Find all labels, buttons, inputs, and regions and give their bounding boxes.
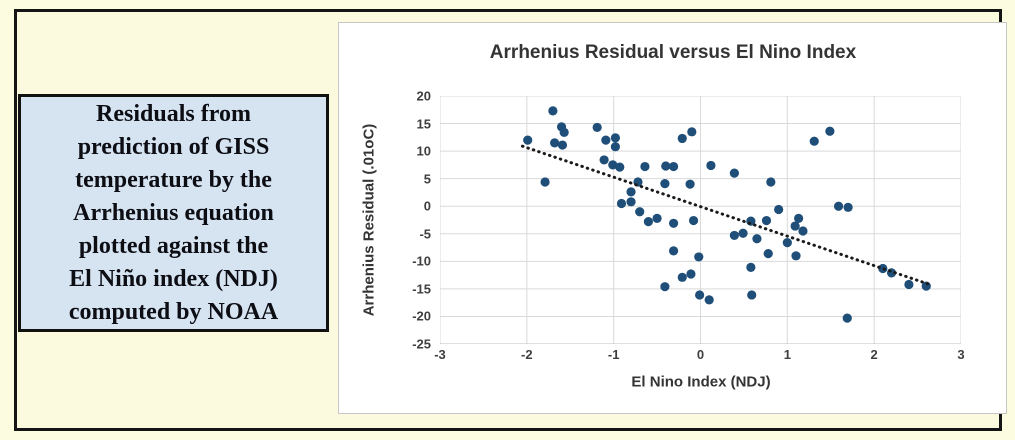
data-point: [842, 313, 852, 323]
x-tick-label: -2: [521, 347, 533, 362]
data-point: [677, 272, 687, 282]
x-axis-title: El Nino Index (NDJ): [631, 373, 771, 391]
data-point: [660, 179, 670, 189]
x-tick-label: -3: [434, 347, 446, 362]
data-point: [904, 279, 914, 290]
y-tick-label: -20: [412, 308, 431, 324]
data-point: [746, 262, 756, 272]
data-point: [616, 198, 627, 209]
data-point: [685, 179, 695, 189]
data-point: [557, 140, 568, 150]
data-point: [791, 251, 801, 261]
caption-line: temperature by the: [75, 166, 272, 193]
data-point: [706, 160, 716, 171]
y-tick-label: -5: [419, 226, 431, 242]
caption-line: plotted against the: [78, 232, 269, 259]
data-point: [652, 213, 662, 223]
caption-text: Residuals from prediction of GISS temperat…: [21, 98, 326, 329]
caption-line: computed by NOAA: [68, 298, 279, 325]
data-point: [729, 168, 739, 178]
data-point: [559, 127, 569, 137]
data-point: [763, 249, 773, 259]
data-point: [747, 290, 757, 300]
data-point: [752, 234, 762, 244]
data-point: [833, 201, 844, 211]
y-tick-label: -10: [412, 253, 431, 269]
x-tick-label: 0: [696, 347, 705, 362]
data-point: [843, 202, 853, 212]
data-point: [601, 135, 611, 145]
data-point: [790, 221, 800, 231]
data-point: [668, 218, 679, 228]
chart-title: Arrhenius Residual versus El Nino Index: [489, 42, 857, 63]
data-point: [766, 177, 776, 187]
data-point: [599, 155, 609, 165]
data-point: [668, 161, 679, 172]
data-point: [729, 230, 739, 241]
x-tick-label: 1: [783, 347, 791, 362]
data-point: [688, 215, 699, 226]
y-tick-label: 0: [423, 198, 431, 214]
trendline: [520, 144, 930, 286]
data-point: [635, 207, 645, 217]
data-point: [668, 246, 679, 256]
y-tick-label: 10: [416, 143, 431, 159]
caption-line: El Niño index (NDJ): [69, 265, 278, 292]
data-point: [523, 135, 533, 145]
data-point: [550, 138, 560, 148]
y-axis-title: Arrhenius Residual (.01oC): [360, 123, 378, 317]
data-point: [661, 161, 671, 171]
data-point: [626, 187, 636, 197]
caption-line: Arrhenius equation: [73, 199, 274, 226]
data-point: [738, 228, 748, 238]
data-point: [695, 290, 705, 300]
data-point: [660, 282, 670, 292]
scatter-plot-area: [440, 96, 961, 344]
data-point: [615, 162, 625, 172]
data-point: [540, 177, 550, 187]
y-tick-label: 20: [416, 88, 431, 104]
caption-line: Residuals from: [96, 100, 251, 127]
data-point: [610, 142, 621, 152]
data-point: [608, 160, 618, 170]
x-tick-label: 2: [870, 347, 878, 362]
y-tick-label: 5: [423, 171, 431, 187]
data-point: [809, 136, 819, 146]
y-tick-label: -15: [412, 281, 431, 297]
data-point: [761, 215, 772, 226]
caption-box: Residuals from prediction of GISS temperat…: [18, 94, 329, 332]
data-point: [704, 295, 714, 305]
caption-line: prediction of GISS: [77, 133, 270, 160]
data-point: [610, 133, 621, 143]
data-point: [694, 252, 704, 262]
data-point: [626, 197, 636, 207]
data-point: [548, 106, 558, 116]
y-tick-label: 15: [416, 116, 431, 132]
data-point: [794, 213, 804, 223]
data-point: [640, 161, 650, 172]
data-point: [592, 122, 602, 133]
x-tick-label: -1: [607, 347, 620, 362]
data-point: [825, 126, 835, 136]
data-point: [774, 204, 784, 215]
data-point: [687, 127, 697, 137]
data-point: [798, 226, 808, 236]
x-tick-label: 3: [957, 347, 965, 362]
chart-panel: Arrhenius Residual versus El Nino Index …: [338, 22, 1007, 414]
data-point: [782, 237, 792, 248]
data-point: [643, 217, 653, 227]
y-tick-label: -25: [412, 336, 431, 352]
data-point: [677, 133, 687, 144]
data-point: [686, 269, 696, 279]
